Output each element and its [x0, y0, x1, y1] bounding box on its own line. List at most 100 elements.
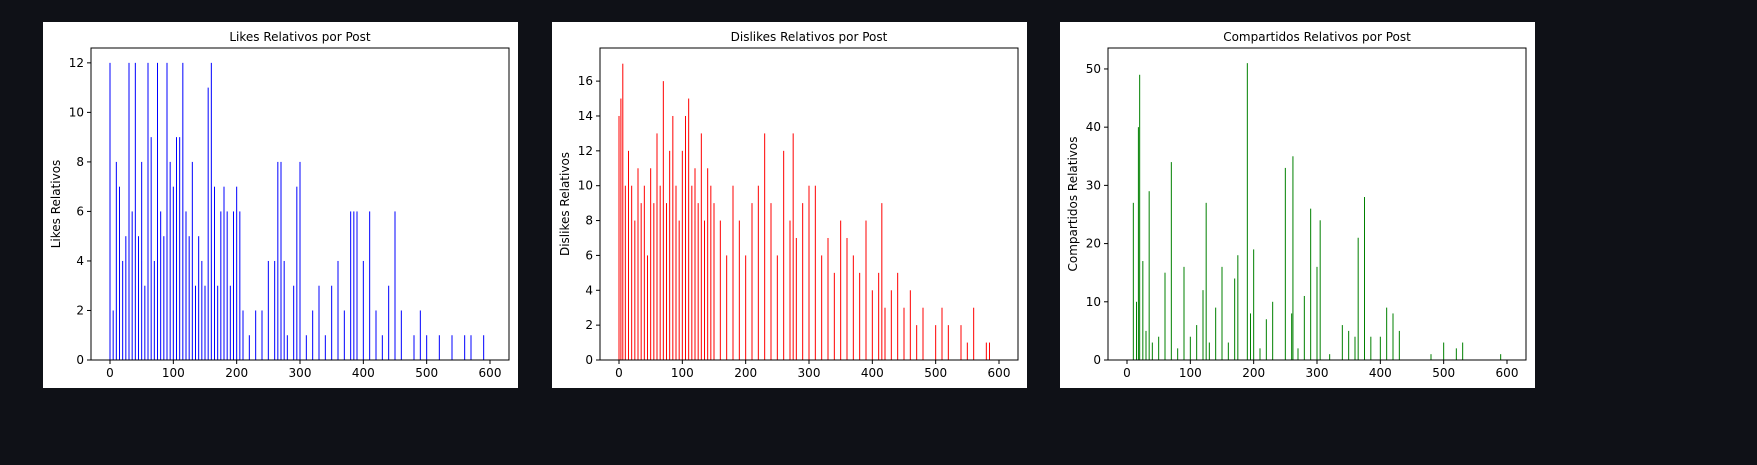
bar: [305, 335, 307, 360]
bar: [381, 335, 383, 360]
x-tick-label: 600: [1496, 366, 1519, 380]
bar: [1237, 255, 1239, 360]
bar: [1297, 348, 1299, 360]
bar: [1462, 342, 1464, 360]
bar: [299, 161, 301, 360]
bar: [217, 285, 219, 360]
bar: [1500, 354, 1502, 360]
bar: [362, 260, 364, 360]
bar: [274, 260, 276, 360]
bar: [1364, 197, 1365, 360]
y-tick-label: 10: [1086, 295, 1101, 309]
bar: [153, 260, 155, 360]
bar: [1158, 336, 1160, 360]
bar: [229, 285, 231, 360]
y-tick-label: 10: [578, 179, 593, 193]
bar: [770, 203, 772, 360]
bar: [694, 168, 696, 360]
bar: [650, 168, 652, 360]
y-axis-label: Dislikes Relativos: [558, 152, 572, 256]
bar: [653, 203, 655, 360]
bar: [681, 150, 683, 360]
bar: [973, 307, 975, 360]
bar: [685, 115, 686, 360]
x-tick-label: 600: [988, 366, 1011, 380]
bar: [757, 185, 759, 360]
x-tick-label: 400: [861, 366, 884, 380]
y-tick-label: 0: [1093, 353, 1101, 367]
chart-panel: Likes Relativos por Post Likes Relativos 0…: [43, 22, 518, 388]
bar: [1265, 319, 1267, 360]
x-tick-label: 500: [924, 366, 947, 380]
y-axis-label: Compartidos Relativos: [1066, 137, 1080, 272]
bar: [865, 220, 867, 360]
bar: [675, 185, 677, 360]
x-tick-label: 0: [106, 366, 114, 380]
panel-background: [1060, 22, 1535, 388]
bar: [707, 168, 709, 360]
bar: [226, 211, 228, 360]
x-tick-label: 600: [479, 366, 502, 380]
bar: [1455, 348, 1457, 360]
bar: [1136, 301, 1137, 360]
x-tick-label: 300: [798, 366, 821, 380]
bar: [109, 62, 111, 360]
x-tick-label: 100: [162, 366, 185, 380]
bar: [1250, 313, 1251, 360]
bar: [451, 335, 453, 360]
bar: [783, 150, 785, 360]
bar: [631, 185, 633, 360]
y-tick-label: 8: [76, 155, 84, 169]
bar: [248, 335, 250, 360]
bar: [1291, 313, 1293, 360]
chart-panel: Compartidos Relativos por Post Compartido…: [1060, 22, 1535, 388]
y-tick-label: 30: [1086, 178, 1101, 192]
bar: [147, 62, 149, 360]
bar: [236, 186, 238, 360]
x-tick-label: 200: [225, 366, 248, 380]
bar: [935, 325, 937, 360]
bar: [239, 211, 241, 360]
bar: [1357, 237, 1359, 360]
bar: [293, 285, 295, 360]
bar: [400, 310, 402, 360]
bar: [691, 185, 693, 360]
bar: [134, 62, 136, 360]
bar: [827, 237, 829, 360]
bar: [726, 255, 728, 360]
bar: [1234, 278, 1236, 360]
bar: [1208, 342, 1210, 360]
bar: [210, 62, 212, 360]
y-tick-label: 14: [578, 109, 593, 123]
bar: [1253, 249, 1255, 360]
bar: [659, 185, 661, 360]
bar: [640, 203, 642, 360]
bar: [903, 307, 905, 360]
x-tick-label: 400: [1369, 366, 1392, 380]
bar: [223, 186, 225, 360]
bar: [163, 236, 165, 360]
bar: [662, 81, 664, 361]
bar: [647, 255, 648, 360]
bar: [764, 133, 766, 360]
bar: [751, 203, 753, 360]
bar: [789, 220, 791, 360]
bar: [1329, 354, 1331, 360]
y-tick-label: 0: [76, 353, 84, 367]
bar: [1196, 325, 1198, 360]
bar: [353, 211, 355, 360]
bar: [318, 285, 320, 360]
bar: [1205, 202, 1207, 360]
bar: [878, 272, 880, 360]
bar: [989, 342, 990, 360]
bar: [394, 211, 396, 360]
bar: [1386, 307, 1388, 360]
bar: [242, 310, 244, 360]
bar: [1137, 127, 1139, 360]
bar: [280, 161, 282, 360]
bar: [112, 310, 114, 360]
bar: [1272, 301, 1274, 360]
bar: [909, 290, 911, 360]
bar: [821, 255, 823, 360]
bar: [195, 285, 196, 360]
